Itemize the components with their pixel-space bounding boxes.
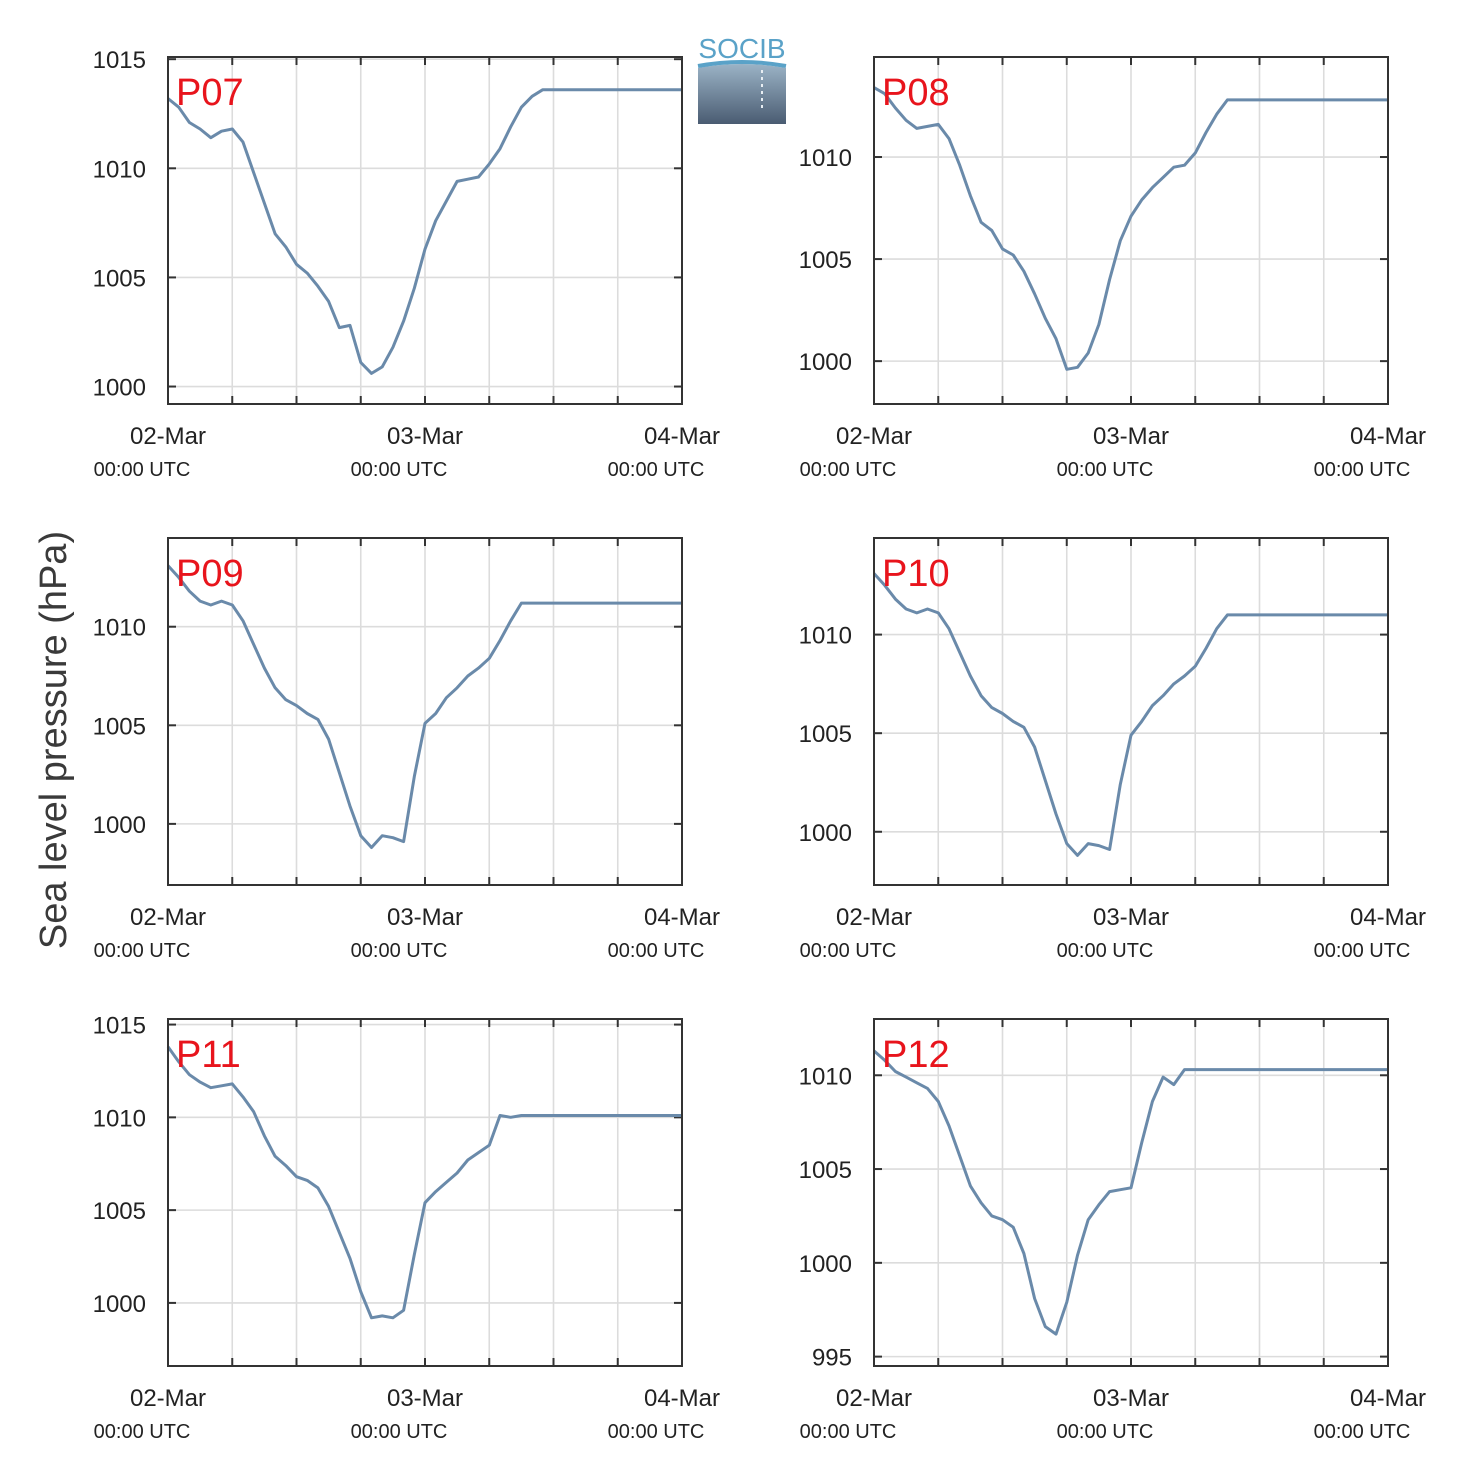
x-tick-time: 00:00 UTC bbox=[608, 940, 705, 962]
y-tick-label: 1015 bbox=[93, 1013, 146, 1040]
panel-p12: 995 1000 1005 1010 02-Mar 00:00 UTC 03-Mar 00:0… bbox=[799, 1018, 1426, 1443]
panel-p07: 1000 1005 1010 1015 02-Mar 00:00 UTC 03-Mar 00:… bbox=[93, 47, 720, 481]
plot-frame bbox=[873, 1018, 1389, 1367]
y-tick-label: 1000 bbox=[93, 812, 146, 839]
y-tick-label: 1010 bbox=[93, 1105, 146, 1132]
x-tick-date: 04-Mar bbox=[1350, 904, 1426, 931]
x-tick-time: 00:00 UTC bbox=[1314, 1421, 1411, 1443]
x-tick-time: 00:00 UTC bbox=[1314, 940, 1411, 962]
panel-label: P09 bbox=[176, 553, 244, 595]
plot-frame bbox=[873, 56, 1389, 405]
panel-label: P12 bbox=[882, 1034, 950, 1076]
y-tick-label: 1005 bbox=[93, 713, 146, 740]
logo-text: SOCIB bbox=[698, 33, 785, 64]
y-tick-label: 1010 bbox=[93, 156, 146, 183]
y-tick-label: 1005 bbox=[799, 721, 852, 748]
series-line bbox=[166, 564, 682, 849]
y-tick-label: 1000 bbox=[799, 349, 852, 376]
y-tick-label: 1000 bbox=[93, 375, 146, 402]
x-tick-time: 00:00 UTC bbox=[800, 940, 897, 962]
plot-frame bbox=[167, 1018, 683, 1367]
panel-label: P08 bbox=[882, 72, 950, 114]
x-tick-time: 00:00 UTC bbox=[1314, 459, 1411, 481]
x-tick-date: 02-Mar bbox=[130, 1385, 206, 1412]
plot-frame bbox=[167, 537, 683, 886]
x-tick-time: 00:00 UTC bbox=[1057, 459, 1154, 481]
x-tick-time: 00:00 UTC bbox=[351, 940, 448, 962]
x-tick-date: 03-Mar bbox=[1093, 423, 1169, 450]
panel-label: P07 bbox=[176, 72, 244, 114]
panel-p11: 1000 1005 1010 1015 02-Mar 00:00 UTC 03-Mar 00:… bbox=[93, 1013, 720, 1443]
x-tick-date: 02-Mar bbox=[836, 1385, 912, 1412]
series-line bbox=[873, 86, 1388, 371]
x-tick-time: 00:00 UTC bbox=[608, 459, 705, 481]
y-tick-label: 1000 bbox=[799, 1251, 852, 1278]
x-tick-date: 03-Mar bbox=[387, 904, 463, 931]
y-tick-label: 1005 bbox=[799, 247, 852, 274]
y-tick-label: 1005 bbox=[799, 1157, 852, 1184]
series-line bbox=[873, 1049, 1388, 1336]
x-tick-time: 00:00 UTC bbox=[351, 1421, 448, 1443]
y-tick-label: 1010 bbox=[799, 623, 852, 650]
y-axis-label: Sea level pressure (hPa) bbox=[33, 531, 75, 949]
logo-shape bbox=[698, 64, 786, 124]
y-tick-label: 1005 bbox=[93, 1198, 146, 1225]
x-tick-date: 02-Mar bbox=[836, 423, 912, 450]
x-tick-date: 04-Mar bbox=[1350, 423, 1426, 450]
y-tick-label: 1010 bbox=[93, 615, 146, 642]
x-tick-time: 00:00 UTC bbox=[800, 1421, 897, 1443]
socib-logo: SOCIB bbox=[697, 33, 787, 124]
x-tick-time: 00:00 UTC bbox=[1057, 1421, 1154, 1443]
plot-frame bbox=[873, 537, 1389, 886]
panel-p09: 1000 1005 1010 02-Mar 00:00 UTC 03-Mar 00:00 U… bbox=[93, 537, 720, 962]
x-tick-time: 00:00 UTC bbox=[94, 940, 191, 962]
x-tick-date: 02-Mar bbox=[130, 904, 206, 931]
y-tick-label: 1000 bbox=[93, 1291, 146, 1318]
x-tick-date: 03-Mar bbox=[1093, 1385, 1169, 1412]
series-line bbox=[872, 572, 1388, 857]
panel-p10: 1000 1005 1010 02-Mar 00:00 UTC 03-Mar 00:00 U… bbox=[799, 537, 1426, 962]
y-tick-label: 1005 bbox=[93, 265, 146, 292]
panel-p08: 1000 1005 1010 02-Mar 00:00 UTC 03-Mar 00:00 U… bbox=[799, 56, 1426, 481]
y-tick-label: 1015 bbox=[93, 47, 146, 74]
x-tick-time: 00:00 UTC bbox=[351, 459, 448, 481]
x-tick-date: 02-Mar bbox=[130, 423, 206, 450]
series-line bbox=[167, 88, 682, 375]
y-tick-label: 1010 bbox=[799, 1063, 852, 1090]
x-tick-date: 04-Mar bbox=[644, 904, 720, 931]
x-tick-date: 02-Mar bbox=[836, 904, 912, 931]
x-tick-date: 03-Mar bbox=[1093, 904, 1169, 931]
x-tick-time: 00:00 UTC bbox=[94, 1421, 191, 1443]
panel-label: P10 bbox=[882, 553, 950, 595]
plot-frame bbox=[167, 56, 683, 405]
x-tick-date: 03-Mar bbox=[387, 1385, 463, 1412]
x-tick-time: 00:00 UTC bbox=[608, 1421, 705, 1443]
x-tick-time: 00:00 UTC bbox=[1057, 940, 1154, 962]
y-tick-label: 1000 bbox=[799, 820, 852, 847]
series-line bbox=[166, 1045, 682, 1320]
logo-wave bbox=[697, 60, 787, 68]
y-tick-label: 995 bbox=[812, 1345, 852, 1372]
x-tick-time: 00:00 UTC bbox=[94, 459, 191, 481]
x-tick-date: 04-Mar bbox=[1350, 1385, 1426, 1412]
panel-label: P11 bbox=[176, 1034, 241, 1076]
y-tick-label: 1010 bbox=[799, 145, 852, 172]
panels-group: 1000 1005 1010 1015 02-Mar 00:00 UTC 03-Mar 00:… bbox=[93, 47, 1426, 1443]
x-tick-date: 03-Mar bbox=[387, 423, 463, 450]
x-tick-date: 04-Mar bbox=[644, 1385, 720, 1412]
x-tick-date: 04-Mar bbox=[644, 423, 720, 450]
x-tick-time: 00:00 UTC bbox=[800, 459, 897, 481]
